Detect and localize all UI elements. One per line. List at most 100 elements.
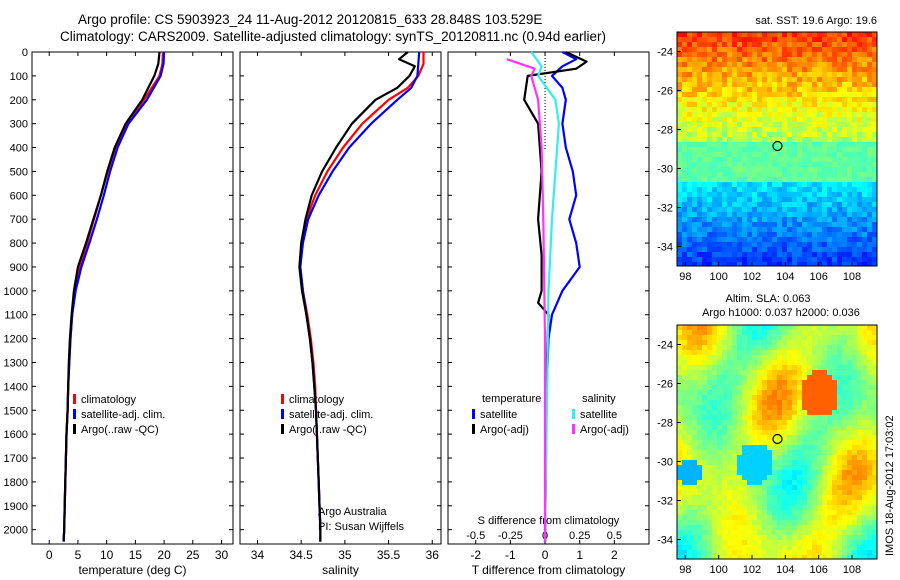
heatmap-cell — [837, 107, 842, 112]
heatmap-cell — [872, 510, 877, 515]
heatmap-cell — [852, 510, 857, 515]
lat-tick-label: -32 — [657, 496, 673, 508]
heatmap-cell — [857, 340, 862, 345]
heatmap-cell — [692, 122, 697, 127]
heatmap-cell — [807, 102, 812, 107]
heatmap-cell — [872, 222, 877, 227]
heatmap-cell — [857, 102, 862, 107]
heatmap-cell — [742, 535, 747, 540]
heatmap-cell — [867, 257, 872, 262]
heatmap-cell — [857, 42, 862, 47]
heatmap-cell — [702, 545, 707, 550]
heatmap-cell — [737, 555, 742, 559]
heatmap-cell — [737, 530, 742, 535]
heatmap-cell — [852, 77, 857, 82]
heatmap-cell — [787, 97, 792, 102]
heatmap-cell — [707, 107, 712, 112]
heatmap-cell — [792, 62, 797, 67]
heatmap-cell — [822, 530, 827, 535]
heatmap-cell — [802, 355, 807, 360]
heatmap-cell — [717, 107, 722, 112]
heatmap-cell — [787, 57, 792, 62]
heatmap-cell — [817, 227, 822, 232]
heatmap-cell — [837, 167, 842, 172]
heatmap-cell — [792, 395, 797, 400]
depth-tick-label: 300 — [10, 119, 28, 131]
heatmap-cell — [807, 490, 812, 495]
heatmap-cell — [737, 262, 742, 266]
heatmap-cell — [842, 515, 847, 520]
heatmap-cell — [787, 355, 792, 360]
heatmap-cell — [792, 232, 797, 237]
heatmap-cell — [682, 540, 687, 545]
heatmap-cell — [687, 375, 692, 380]
heatmap-cell — [757, 400, 762, 405]
heatmap-cell — [842, 147, 847, 152]
heatmap-cell — [792, 430, 797, 435]
heatmap-cell — [817, 187, 822, 192]
heatmap-cell — [817, 325, 822, 330]
heatmap-cell — [752, 540, 757, 545]
heatmap-cell — [817, 445, 822, 450]
heatmap-cell — [782, 385, 787, 390]
heatmap-cell — [682, 227, 687, 232]
heatmap-cell — [867, 525, 872, 530]
heatmap-cell — [782, 360, 787, 365]
heatmap-cell — [782, 365, 787, 370]
heatmap-cell — [867, 157, 872, 162]
heatmap-cell — [867, 62, 872, 67]
heatmap-cell — [747, 495, 752, 500]
heatmap-cell — [842, 465, 847, 470]
heatmap-cell — [757, 77, 762, 82]
heatmap-cell — [767, 335, 772, 340]
heatmap-cell — [697, 127, 702, 132]
heatmap-cell — [797, 345, 802, 350]
heatmap-cell — [822, 197, 827, 202]
heatmap-cell — [712, 177, 717, 182]
heatmap-cell — [682, 455, 687, 460]
heatmap-cell — [732, 182, 737, 187]
heatmap-cell — [752, 107, 757, 112]
heatmap-cell — [872, 445, 877, 450]
heatmap-cell — [682, 510, 687, 515]
heatmap-cell — [872, 32, 877, 37]
heatmap-cell — [792, 212, 797, 217]
heatmap-cell — [732, 237, 737, 242]
heatmap-cell — [797, 460, 802, 465]
heatmap-cell — [842, 500, 847, 505]
heatmap-cell — [787, 42, 792, 47]
heatmap-cell — [747, 390, 752, 395]
heatmap-cell — [862, 237, 867, 242]
heatmap-cell — [867, 117, 872, 122]
heatmap-cell — [872, 515, 877, 520]
heatmap-cell — [807, 117, 812, 122]
heatmap-cell — [792, 555, 797, 559]
heatmap-cell — [777, 440, 782, 445]
heatmap-cell — [822, 122, 827, 127]
heatmap-cell — [717, 147, 722, 152]
heatmap-cell — [712, 137, 717, 142]
heatmap-cell — [742, 112, 747, 117]
heatmap-cell — [732, 455, 737, 460]
heatmap-cell — [827, 37, 832, 42]
heatmap-cell — [872, 42, 877, 47]
heatmap-cell — [862, 335, 867, 340]
heatmap-cell — [832, 192, 837, 197]
heatmap-cell — [792, 490, 797, 495]
heatmap-cell — [712, 360, 717, 365]
heatmap-cell — [837, 370, 842, 375]
heatmap-cell — [717, 500, 722, 505]
heatmap-cell — [737, 247, 742, 252]
heatmap-cell — [842, 57, 847, 62]
heatmap-cell — [697, 480, 702, 485]
heatmap-cell — [692, 490, 697, 495]
heatmap-cell — [807, 147, 812, 152]
heatmap-cell — [757, 37, 762, 42]
heatmap-cell — [832, 207, 837, 212]
heatmap-cell — [772, 77, 777, 82]
heatmap-cell — [722, 490, 727, 495]
heatmap-cell — [837, 510, 842, 515]
heatmap-cell — [847, 162, 852, 167]
heatmap-cell — [777, 82, 782, 87]
heatmap-cell — [852, 172, 857, 177]
